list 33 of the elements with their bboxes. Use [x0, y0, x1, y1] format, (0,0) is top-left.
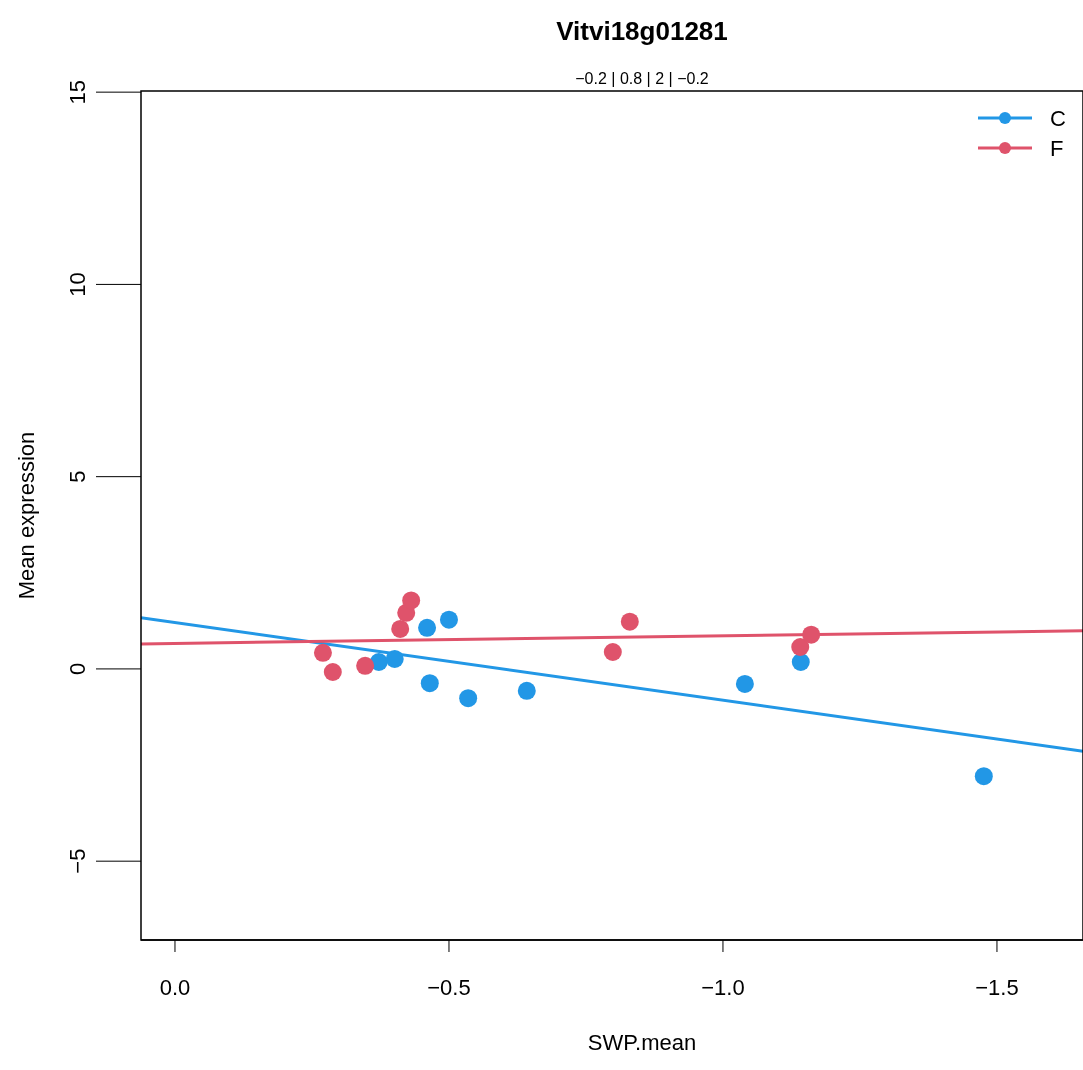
- y-axis-title: Mean expression: [14, 431, 39, 600]
- y-tick-label: 15: [64, 79, 90, 105]
- y-tick-label: −5: [64, 848, 90, 874]
- x-axis-title: SWP.mean: [587, 1030, 697, 1055]
- point: [385, 649, 404, 668]
- point: [439, 610, 458, 629]
- point: [620, 612, 639, 631]
- point: [402, 591, 421, 610]
- y-tick-label: 5: [64, 470, 90, 483]
- point: [391, 619, 410, 638]
- chart-subtitle: −0.2 | 0.8 | 2 | −0.2: [575, 70, 709, 87]
- point: [791, 638, 810, 656]
- chart-title: Vitvi18g01281: [556, 16, 728, 46]
- point: [974, 767, 993, 786]
- point: [802, 625, 821, 644]
- x-tick-label: −0.5: [427, 975, 471, 1000]
- legend-label: F: [1050, 136, 1064, 161]
- x-tick-label: −1.5: [975, 975, 1019, 1000]
- x-tick-label: −1.0: [701, 975, 745, 1000]
- point: [459, 689, 478, 708]
- point: [791, 653, 810, 671]
- point: [323, 663, 342, 681]
- point: [603, 643, 622, 661]
- point: [517, 681, 536, 700]
- point: [313, 643, 332, 662]
- y-tick-label: 0: [64, 662, 90, 676]
- legend-label: C: [1050, 106, 1066, 131]
- x-tick-label: 0.0: [159, 975, 191, 1000]
- point: [420, 674, 439, 693]
- y-tick-label: 10: [64, 272, 90, 297]
- point: [735, 674, 754, 693]
- point: [418, 618, 437, 637]
- point: [356, 656, 375, 675]
